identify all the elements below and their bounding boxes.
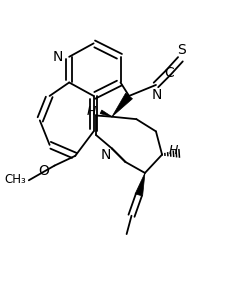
Text: S: S [177,43,186,57]
Text: H: H [87,105,96,118]
Text: H: H [168,144,178,157]
Polygon shape [135,173,145,196]
Text: CH₃: CH₃ [5,173,26,186]
Text: N: N [152,88,162,102]
Text: O: O [38,164,49,178]
Polygon shape [112,93,133,117]
Polygon shape [100,110,112,117]
Text: C: C [165,66,174,80]
Text: N: N [53,50,63,64]
Text: N: N [101,148,111,162]
